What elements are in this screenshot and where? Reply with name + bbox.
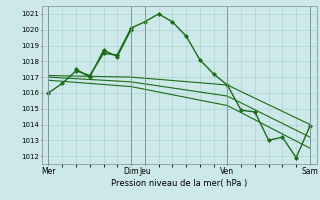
X-axis label: Pression niveau de la mer( hPa ): Pression niveau de la mer( hPa ) xyxy=(111,179,247,188)
